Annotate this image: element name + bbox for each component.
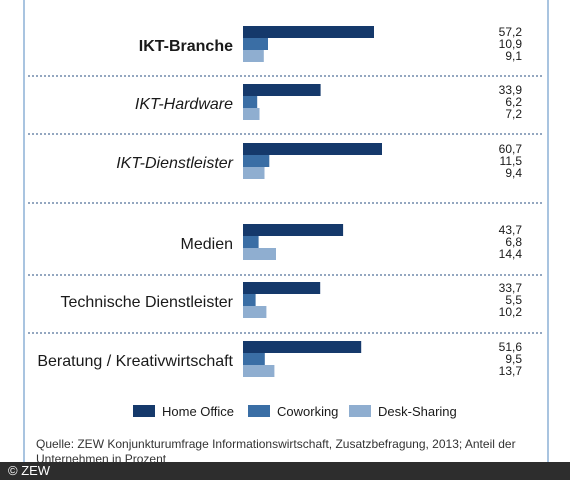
value-label: 9,1 [505,49,522,63]
value-label: 13,7 [499,364,523,378]
bar-home-office [243,224,344,236]
value-label: 11,5 [500,154,523,168]
bar-coworking [243,96,258,108]
copyright-footer: © ZEW [0,462,570,480]
bar-home-office [243,282,321,294]
value-label: 6,2 [505,95,522,109]
value-label: 7,2 [505,107,522,121]
bar-desk-sharing [243,306,267,318]
bar-coworking [243,236,259,248]
bar-desk-sharing [243,167,265,179]
value-label: 57,2 [499,25,523,39]
value-label: 10,9 [499,37,523,51]
value-label: 10,2 [499,305,523,319]
category-label: Beratung / Kreativwirtschaft [37,353,233,370]
category-label: Technische Dienstleister [60,294,233,311]
bar-desk-sharing [243,108,260,120]
bar-desk-sharing [243,248,276,260]
bar-chart: IKT-Branche57,210,99,1IKT-Hardware33,96,… [28,25,543,419]
value-label: 43,7 [499,223,523,237]
value-label: 33,9 [499,83,523,97]
value-label: 9,5 [505,352,522,366]
value-label: 14,4 [499,247,523,261]
legend-swatch [349,405,371,417]
value-label: 5,5 [505,293,522,307]
bar-home-office [243,84,321,96]
bar-home-office [243,26,374,38]
legend-label: Home Office [162,404,234,419]
category-label: IKT-Branche [139,38,233,55]
value-label: 60,7 [499,142,523,156]
bar-coworking [243,353,265,365]
category-label: IKT-Dienstleister [116,155,233,172]
value-label: 33,7 [499,281,523,295]
legend-label: Desk-Sharing [378,404,457,419]
category-label: Medien [181,236,233,253]
bar-desk-sharing [243,365,275,377]
bar-home-office [243,341,362,353]
value-label: 51,6 [499,340,523,354]
bar-coworking [243,294,256,306]
category-label: IKT-Hardware [135,96,233,113]
bar-home-office [243,143,382,155]
legend-swatch [133,405,155,417]
legend-label: Coworking [277,404,338,419]
value-label: 6,8 [505,235,522,249]
bar-desk-sharing [243,50,264,62]
bar-coworking [243,38,268,50]
chart-frame [23,0,549,462]
value-label: 9,4 [505,166,522,180]
bar-coworking [243,155,270,167]
legend-swatch [248,405,270,417]
